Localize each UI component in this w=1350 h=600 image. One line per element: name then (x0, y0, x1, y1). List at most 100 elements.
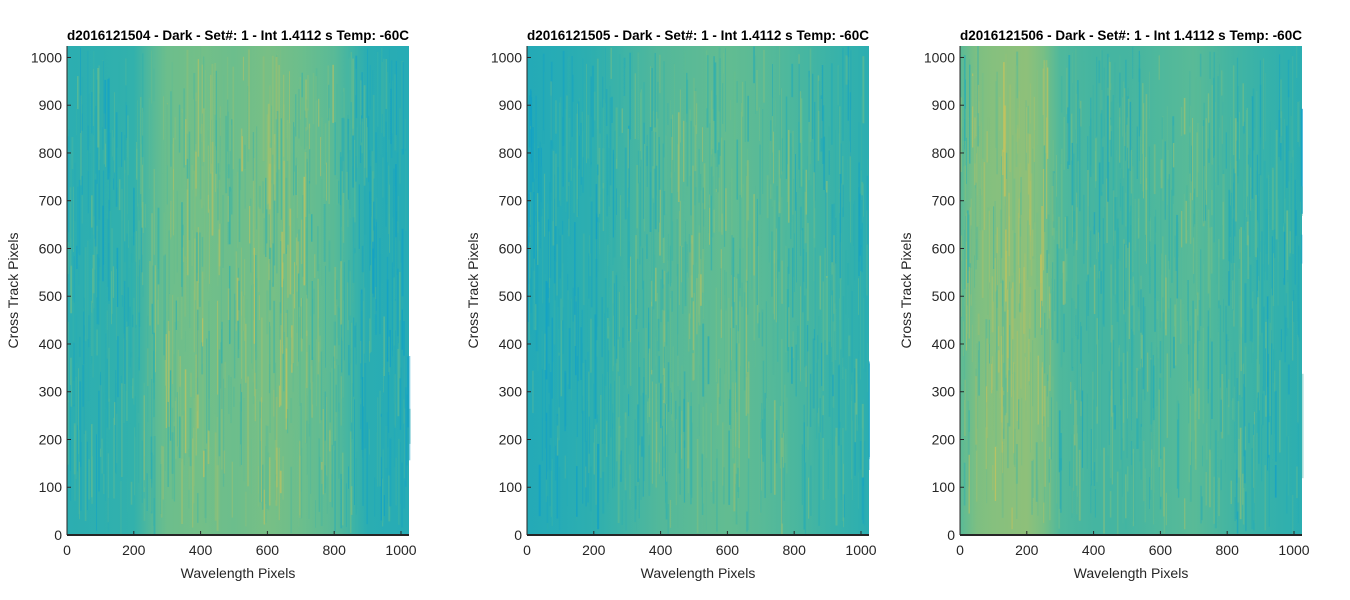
heatmap-streak (780, 339, 783, 435)
heatmap-streak (1237, 401, 1240, 503)
heatmap-streak (1130, 205, 1132, 280)
heatmap-streak (549, 142, 552, 201)
heatmap-streak (1166, 106, 1168, 205)
heatmap-streak (1234, 118, 1237, 222)
heatmap-streak (741, 282, 743, 307)
heatmap-streak (1174, 235, 1176, 305)
heatmap-streak (548, 404, 550, 470)
x-tick-label: 800 (783, 542, 807, 558)
heatmap-streak (705, 403, 708, 459)
heatmap-streak (170, 200, 172, 238)
heatmap-streak (861, 403, 864, 478)
heatmap-streak (719, 368, 721, 404)
heatmap-streak (755, 185, 756, 255)
heatmap-streak (578, 101, 580, 170)
heatmap-streak (1155, 209, 1157, 233)
heatmap-streak (614, 130, 616, 230)
heatmap-streak (738, 440, 740, 488)
heatmap-streak (709, 123, 711, 208)
heatmap-streak (1003, 395, 1005, 439)
heatmap-streak (1202, 365, 1204, 397)
heatmap-streak (193, 427, 195, 504)
heatmap-streak (1047, 67, 1049, 159)
heatmap-streak (1162, 236, 1164, 298)
heatmap-streak (645, 328, 647, 395)
heatmap-streak (348, 260, 350, 321)
heatmap-streak (1025, 100, 1027, 171)
heatmap-streak (1218, 477, 1220, 516)
heatmap-streak (588, 257, 590, 286)
heatmap-streak (241, 378, 242, 465)
heatmap-streak (1107, 95, 1109, 202)
heatmap-streak (68, 81, 69, 149)
heatmap-streak (577, 287, 579, 382)
heatmap-streak (628, 241, 630, 341)
heatmap-streak (545, 281, 548, 380)
heatmap-streak (280, 118, 282, 220)
heatmap-streak (744, 81, 746, 142)
heatmap-streak (765, 301, 767, 399)
heatmap-streak (201, 342, 204, 375)
heatmap-streak (976, 347, 977, 451)
heatmap-streak (1014, 428, 1016, 467)
heatmap-streak (272, 243, 274, 287)
heatmap-streak (597, 326, 599, 415)
heatmap-streak (655, 383, 657, 488)
heatmap-streak (855, 358, 858, 415)
heatmap-streak (1149, 477, 1150, 509)
y-tick-label: 900 (499, 97, 523, 113)
heatmap-streak (764, 392, 766, 498)
heatmap-streak (1222, 174, 1225, 260)
heatmap-streak (157, 207, 160, 285)
heatmap-streak (292, 393, 295, 425)
heatmap-streak (1125, 244, 1127, 268)
heatmap-streak (335, 384, 337, 413)
heatmap-streak (700, 190, 702, 285)
heatmap-streak (999, 209, 1002, 284)
heatmap-streak (369, 65, 371, 110)
heatmap-streak (363, 246, 365, 354)
heatmap-streak (741, 103, 742, 193)
heatmap-streak (1167, 149, 1169, 180)
heatmap-streak (380, 254, 383, 283)
heatmap-streak (693, 77, 695, 127)
heatmap-streak (1206, 242, 1209, 296)
heatmap-streak (1220, 225, 1223, 295)
heatmap-streak (202, 108, 205, 162)
y-axis-label: Cross Track Pixels (465, 233, 481, 349)
heatmap-streak (176, 392, 178, 447)
heatmap-streak (1286, 125, 1288, 188)
heatmap-streak (711, 90, 713, 155)
heatmap-streak (199, 133, 202, 200)
heatmap-streak (389, 184, 390, 253)
heatmap-streak (1232, 280, 1234, 310)
heatmap-streak (793, 233, 795, 292)
heatmap-streak (735, 278, 738, 344)
heatmap-streak (798, 63, 800, 170)
heatmap-streak (294, 262, 295, 309)
heatmap-streak (162, 96, 165, 140)
heatmap-streak (636, 165, 639, 259)
heatmap-streak (306, 99, 308, 147)
heatmap-streak (839, 298, 840, 365)
heatmap-streak (319, 376, 321, 457)
heatmap-streak (591, 65, 594, 138)
heatmap-streak (666, 403, 668, 435)
heatmap-streak (1060, 75, 1063, 113)
heatmap-streak (89, 153, 91, 239)
heatmap-streak (217, 95, 219, 189)
heatmap-streak (394, 374, 396, 428)
heatmap-streak (716, 383, 719, 426)
heatmap-streak (792, 331, 794, 358)
y-tick-label: 0 (54, 527, 62, 543)
heatmap-streak (67, 400, 70, 465)
heatmap-streak (564, 108, 567, 213)
heatmap-streak (695, 194, 697, 225)
heatmap-streak (564, 455, 566, 479)
heatmap-streak (1127, 466, 1129, 492)
heatmap-streak (862, 297, 865, 369)
heatmap-streak (1200, 485, 1202, 524)
heatmap-streak (1052, 376, 1054, 453)
heatmap-streak (780, 197, 783, 303)
heatmap-streak (1257, 297, 1260, 393)
